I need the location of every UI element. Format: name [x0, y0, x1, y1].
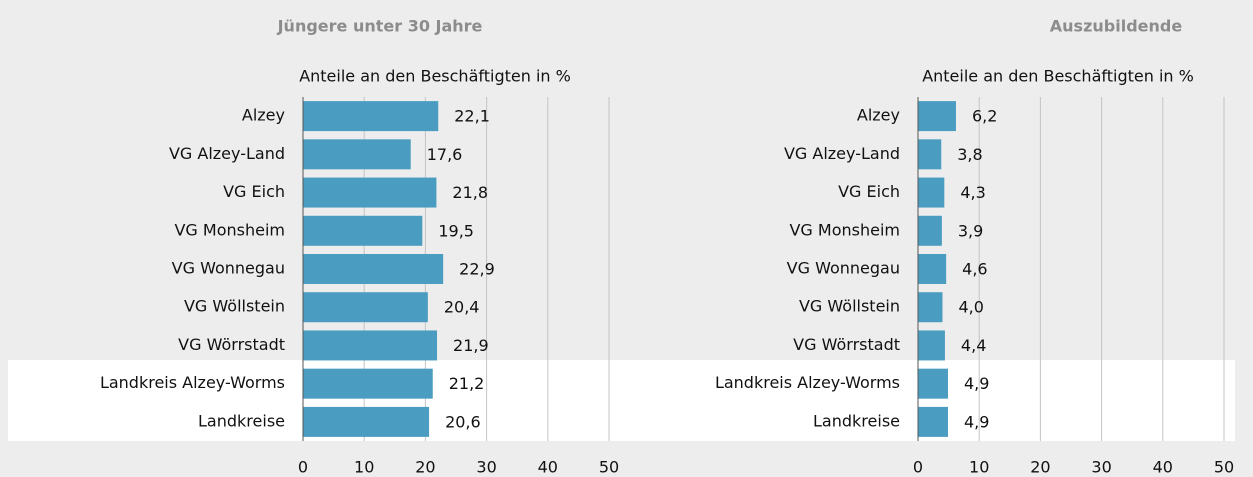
- y-tick-label: VG Wöllstein: [184, 297, 285, 316]
- x-tick-label: 20: [415, 458, 435, 477]
- x-tick-label: 50: [599, 458, 619, 477]
- bar: [303, 101, 439, 132]
- y-tick-label: VG Wörrstadt: [178, 335, 285, 354]
- bar: [303, 254, 444, 284]
- chart-subtitle: Anteile an den Beschäftigten in %: [299, 67, 571, 86]
- y-tick-label: VG Wonnegau: [787, 259, 900, 278]
- bar: [918, 406, 948, 437]
- value-label: 4,9: [964, 412, 989, 431]
- value-label: 21,8: [452, 183, 488, 202]
- y-tick-label: Landkreis Alzey-Worms: [715, 373, 900, 392]
- bar: [303, 177, 437, 208]
- bar: [303, 330, 438, 361]
- y-tick-label: VG Monsheim: [789, 220, 900, 239]
- value-label: 4,3: [960, 183, 985, 202]
- chart-title: Jüngere unter 30 Jahre: [277, 17, 483, 36]
- bar: [303, 139, 411, 170]
- x-tick-label: 0: [913, 458, 923, 477]
- chart-title: Auszubildende: [1050, 17, 1183, 36]
- x-tick-label: 20: [1030, 458, 1050, 477]
- y-tick-label: Landkreise: [813, 411, 900, 430]
- bar: [303, 406, 430, 437]
- chart-subtitle: Anteile an den Beschäftigten in %: [922, 67, 1194, 86]
- value-label: 3,9: [958, 221, 983, 240]
- y-tick-label: VG Wörrstadt: [793, 335, 900, 354]
- x-tick-label: 30: [1091, 458, 1111, 477]
- bar: [918, 215, 942, 246]
- y-tick-label: Alzey: [857, 106, 900, 125]
- y-tick-label: VG Alzey-Land: [169, 144, 285, 163]
- bar: [918, 177, 945, 208]
- x-tick-label: 30: [476, 458, 496, 477]
- value-label: 20,4: [444, 298, 480, 317]
- y-tick-label: Landkreise: [198, 411, 285, 430]
- value-label: 21,9: [453, 336, 489, 355]
- bar: [918, 254, 947, 284]
- bar: [303, 368, 433, 399]
- highlight-band: [8, 360, 1235, 441]
- value-label: 3,8: [957, 145, 982, 164]
- bar: [918, 101, 956, 132]
- bar: [918, 368, 948, 399]
- y-tick-label: VG Eich: [838, 182, 900, 201]
- value-label: 21,2: [449, 374, 485, 393]
- value-label: 20,6: [445, 412, 481, 431]
- value-label: 19,5: [438, 221, 474, 240]
- value-label: 4,0: [958, 298, 983, 317]
- y-tick-label: VG Monsheim: [174, 220, 285, 239]
- bar: [918, 292, 943, 323]
- x-tick-label: 10: [969, 458, 989, 477]
- bar: [918, 139, 942, 170]
- y-tick-label: VG Wöllstein: [799, 297, 900, 316]
- y-tick-label: VG Alzey-Land: [784, 144, 900, 163]
- x-tick-label: 0: [298, 458, 308, 477]
- x-tick-label: 10: [354, 458, 374, 477]
- x-tick-label: 40: [538, 458, 558, 477]
- value-label: 4,4: [961, 336, 986, 355]
- bar: [303, 292, 428, 323]
- x-tick-label: 40: [1153, 458, 1173, 477]
- x-tick-label: 50: [1214, 458, 1234, 477]
- y-tick-label: VG Eich: [223, 182, 285, 201]
- value-label: 4,9: [964, 374, 989, 393]
- bar: [918, 330, 945, 361]
- value-label: 4,6: [962, 260, 987, 279]
- y-tick-label: Landkreis Alzey-Worms: [100, 373, 285, 392]
- y-tick-label: VG Wonnegau: [172, 259, 285, 278]
- value-label: 6,2: [972, 107, 997, 126]
- y-tick-label: Alzey: [242, 106, 285, 125]
- bar: [303, 215, 423, 246]
- value-label: 22,9: [459, 260, 495, 279]
- value-label: 17,6: [427, 145, 463, 164]
- value-label: 22,1: [454, 107, 490, 126]
